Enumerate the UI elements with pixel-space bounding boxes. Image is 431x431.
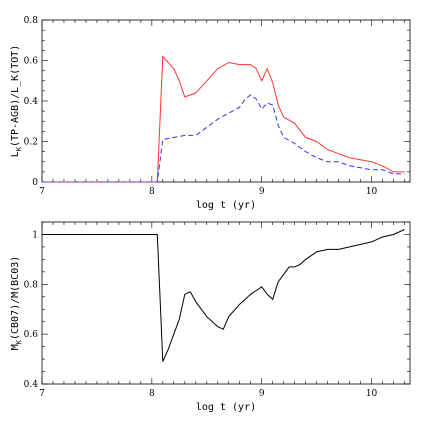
y-tick-label: 0.4 [24, 97, 39, 107]
x-axis-label: log t (yr) [196, 402, 256, 413]
y-tick-label: 1 [32, 230, 38, 240]
y-tick-label: 0.8 [24, 280, 39, 290]
x-tick-label: 7 [39, 389, 45, 399]
y-tick-label: 0.6 [24, 57, 39, 67]
x-tick-label: 8 [149, 389, 155, 399]
y-tick-label: 0.8 [24, 16, 39, 26]
plot-frame [41, 221, 411, 385]
series-line-1 [42, 94, 405, 183]
y-axis-label: LK(TP-AGB)/L_K(TOT) [10, 45, 23, 158]
x-tick-label: 9 [259, 187, 265, 197]
x-axis-label: log t (yr) [196, 200, 256, 211]
y-tick-label: 0.2 [24, 138, 38, 148]
plot-frame [41, 19, 411, 183]
x-tick-label: 8 [149, 187, 155, 197]
y-axis-label: MK(CB07)/M(BC03) [10, 256, 23, 351]
y-tick-label: 0.6 [24, 330, 39, 340]
y-tick-label: 0.4 [24, 380, 39, 390]
series-line-0 [42, 229, 405, 362]
x-tick-label: 10 [366, 187, 378, 197]
series-line-0 [42, 55, 405, 183]
bottom-panel: 7 8 9 10 0.4 0.6 0.8 1 log t (yr) MK(CB07)/M(BC03… [10, 221, 411, 413]
y-tick-label: 0 [32, 178, 38, 188]
x-tick-label: 10 [366, 389, 378, 399]
x-tick-label: 7 [39, 187, 45, 197]
top-panel: 7 8 9 10 0 0.2 0.4 0.6 0.8 log t (yr) LK(TP-AGB)/L… [10, 16, 411, 211]
x-tick-label: 9 [259, 389, 265, 399]
